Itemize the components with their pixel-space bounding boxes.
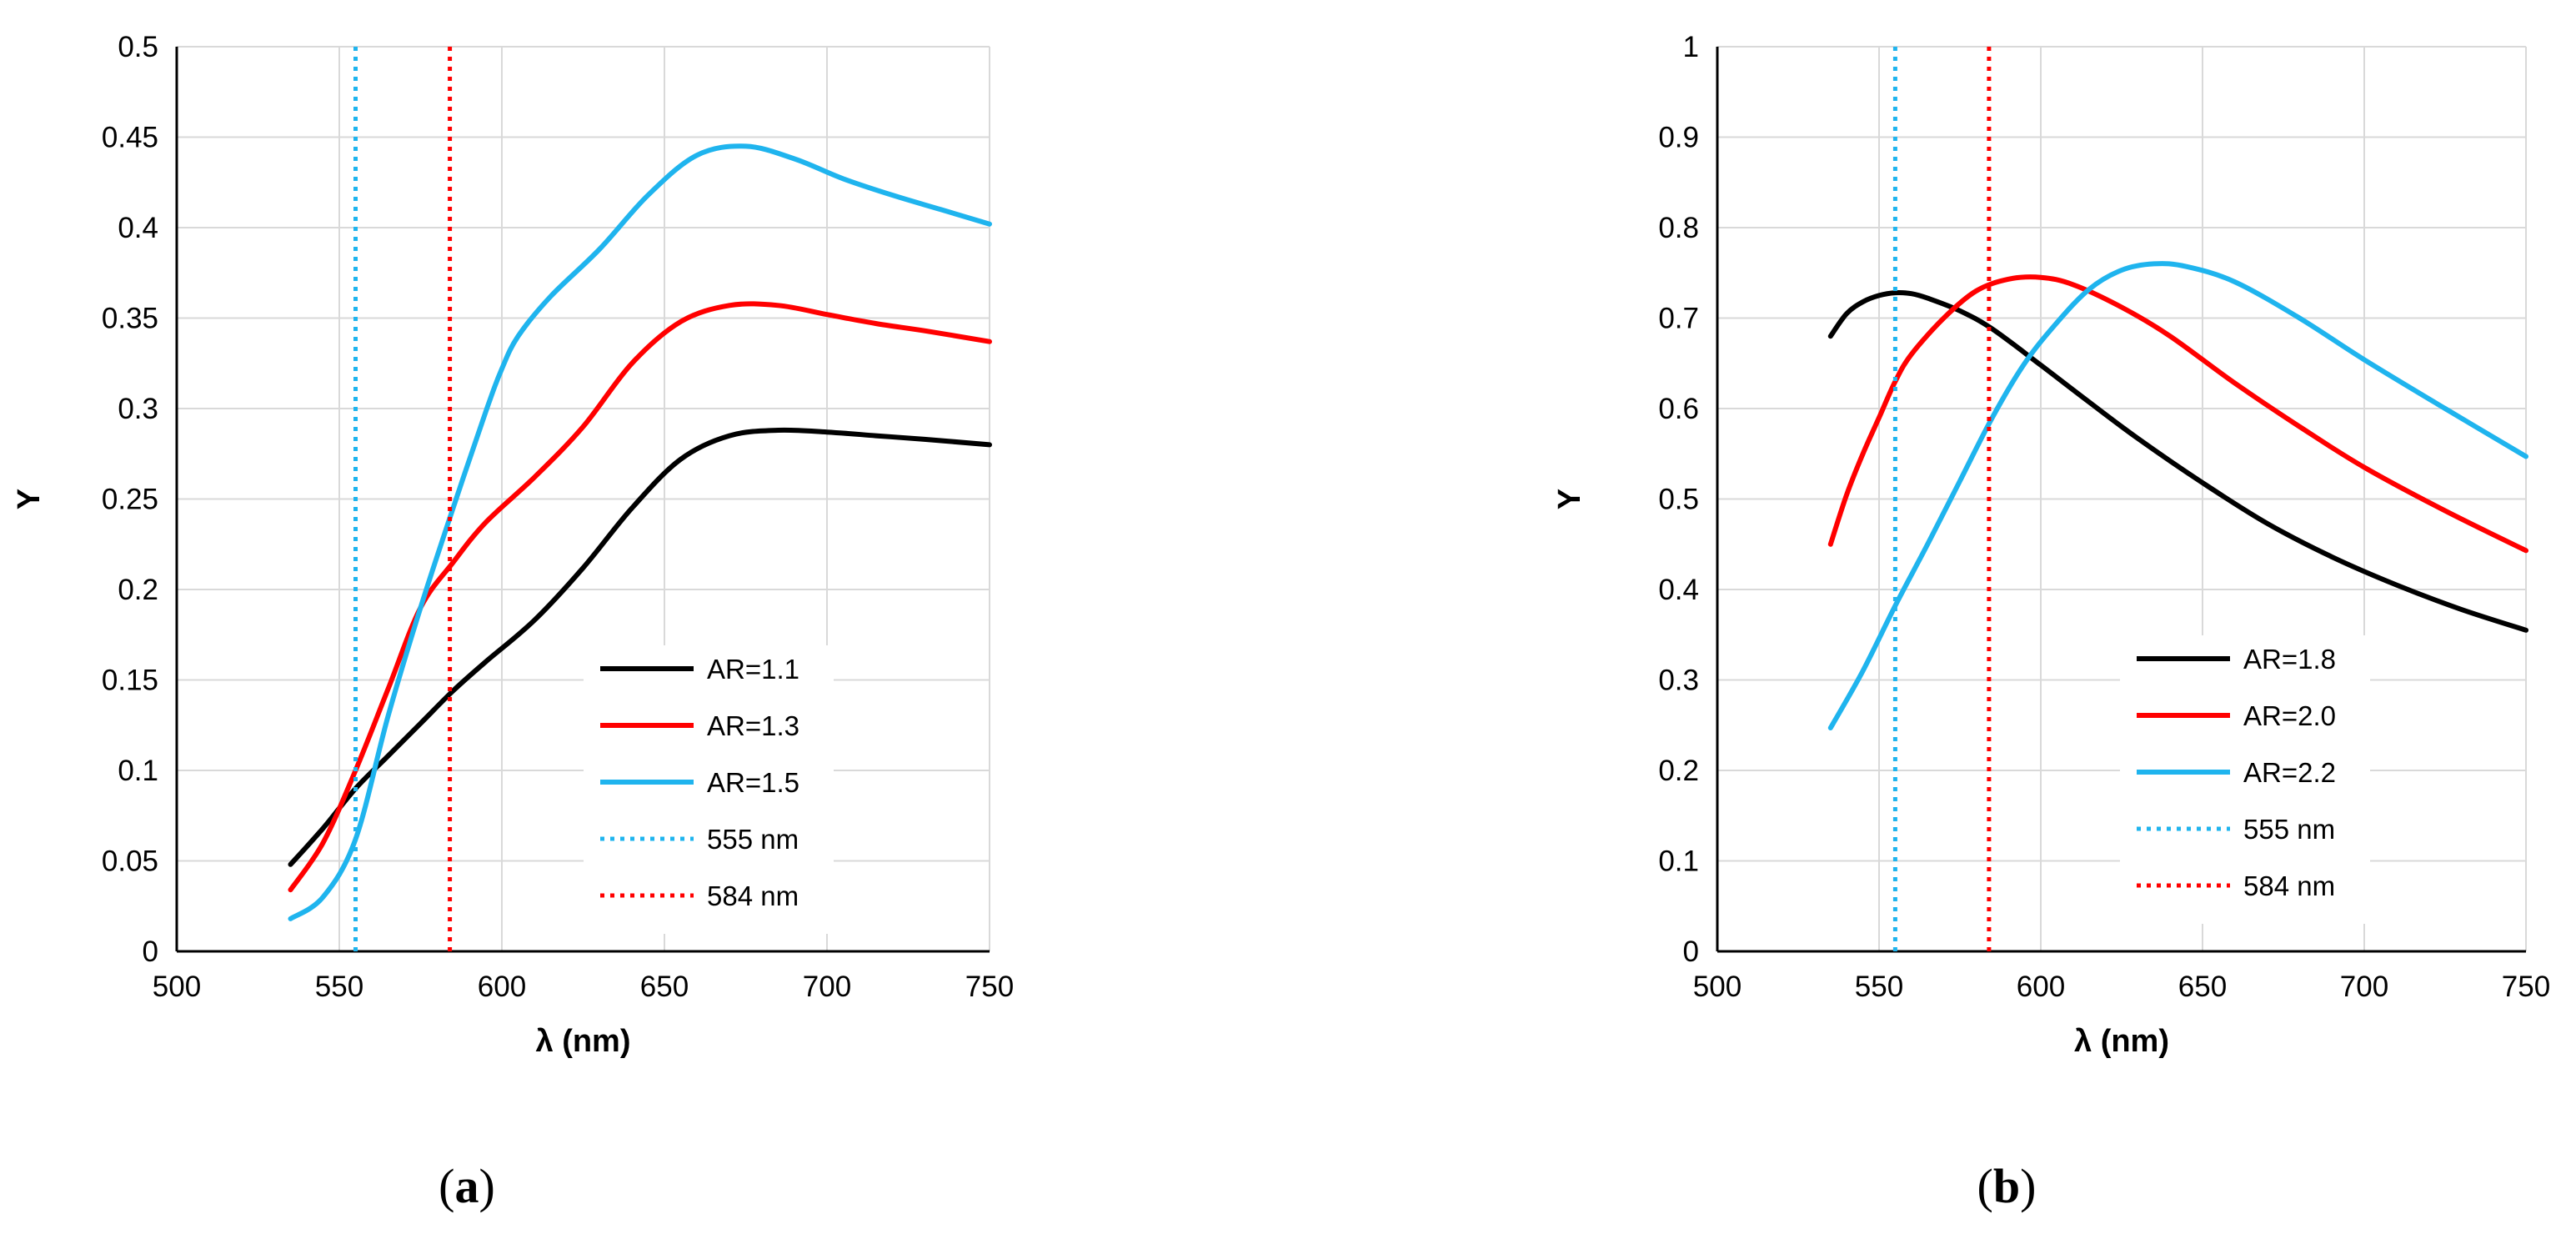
series-line-ar-1-1 — [288, 427, 992, 867]
y-tick-label: 0.1 — [118, 755, 158, 787]
legend-label: AR=2.0 — [2243, 700, 2336, 731]
y-tick-label: 0.45 — [102, 122, 158, 154]
x-tick-label: 600 — [478, 971, 526, 1003]
panel-a-caption: (a) — [439, 1159, 495, 1213]
legend-label: AR=1.5 — [707, 767, 799, 798]
y-tick-label: 0 — [143, 936, 158, 968]
panel-a: 500 550 600 650 700 750 0 0.05 0.1 0.15 0.2 0.25 0.3… — [12, 31, 1014, 1059]
y-axis-label: Y — [12, 489, 47, 509]
series-line-ar-1-5 — [288, 143, 992, 921]
x-tick-label: 500 — [1693, 971, 1742, 1003]
y-tick-label: 0.6 — [1658, 393, 1699, 425]
x-tick-label: 650 — [640, 971, 689, 1003]
y-tick-label: 0.4 — [1658, 574, 1699, 606]
x-axis-label: λ (nm) — [2074, 1024, 2169, 1059]
x-tick-label: 750 — [2502, 971, 2550, 1003]
legend-label: AR=2.2 — [2243, 757, 2336, 788]
x-tick-label: 600 — [2017, 971, 2065, 1003]
legend-background — [584, 645, 834, 934]
y-tick-label: 0.1 — [1658, 845, 1699, 878]
panel-b-caption: (b) — [1977, 1159, 2037, 1213]
y-tick-label: 0.5 — [1658, 484, 1699, 516]
legend-label: 555 nm — [707, 824, 799, 855]
x-tick-label: 700 — [2340, 971, 2388, 1003]
y-tick-label: 0.35 — [102, 303, 158, 335]
y-tick-label: 0.4 — [118, 212, 158, 244]
series-line-ar-1-8 — [1827, 289, 2528, 633]
legend-label: 584 nm — [2243, 870, 2335, 901]
x-tick-label: 650 — [2178, 971, 2227, 1003]
legend-label: 555 nm — [2243, 814, 2335, 845]
y-tick-label: 0.05 — [102, 845, 158, 878]
series-line-ar-2-2 — [1827, 261, 2528, 730]
y-tick-label: 0.3 — [1658, 665, 1699, 697]
y-tick-label: 0.3 — [118, 393, 158, 425]
y-tick-label: 0.15 — [102, 665, 158, 697]
y-tick-label: 0.5 — [118, 31, 158, 63]
legend-label: AR=1.1 — [707, 654, 799, 685]
y-tick-label: 0.8 — [1658, 212, 1699, 244]
x-tick-label: 550 — [315, 971, 363, 1003]
legend-label: AR=1.3 — [707, 710, 799, 741]
y-tick-label: 0.25 — [102, 484, 158, 516]
y-tick-label: 0.2 — [1658, 755, 1699, 787]
x-tick-label: 700 — [803, 971, 851, 1003]
y-tick-label: 0.7 — [1658, 303, 1699, 335]
x-tick-label: 500 — [153, 971, 201, 1003]
legend-background — [2120, 635, 2370, 924]
x-axis-label: λ (nm) — [536, 1024, 631, 1059]
series-line-ar-1-3 — [288, 301, 992, 893]
x-tick-label: 750 — [965, 971, 1014, 1003]
legend-label: AR=1.8 — [2243, 644, 2336, 675]
y-tick-label: 0.2 — [118, 574, 158, 606]
y-tick-label: 0.9 — [1658, 122, 1699, 154]
legend-label: 584 nm — [707, 880, 799, 911]
series-line-ar-2-0 — [1827, 274, 2528, 554]
y-tick-label: 1 — [1683, 31, 1699, 63]
y-tick-label: 0 — [1683, 936, 1699, 968]
y-axis-label: Y — [1552, 489, 1587, 509]
x-tick-label: 550 — [1855, 971, 1903, 1003]
panel-b: 500 550 600 650 700 750 0 0.1 0.2 0.3 0.4 0.5 0.6 0.7… — [1552, 31, 2550, 1059]
